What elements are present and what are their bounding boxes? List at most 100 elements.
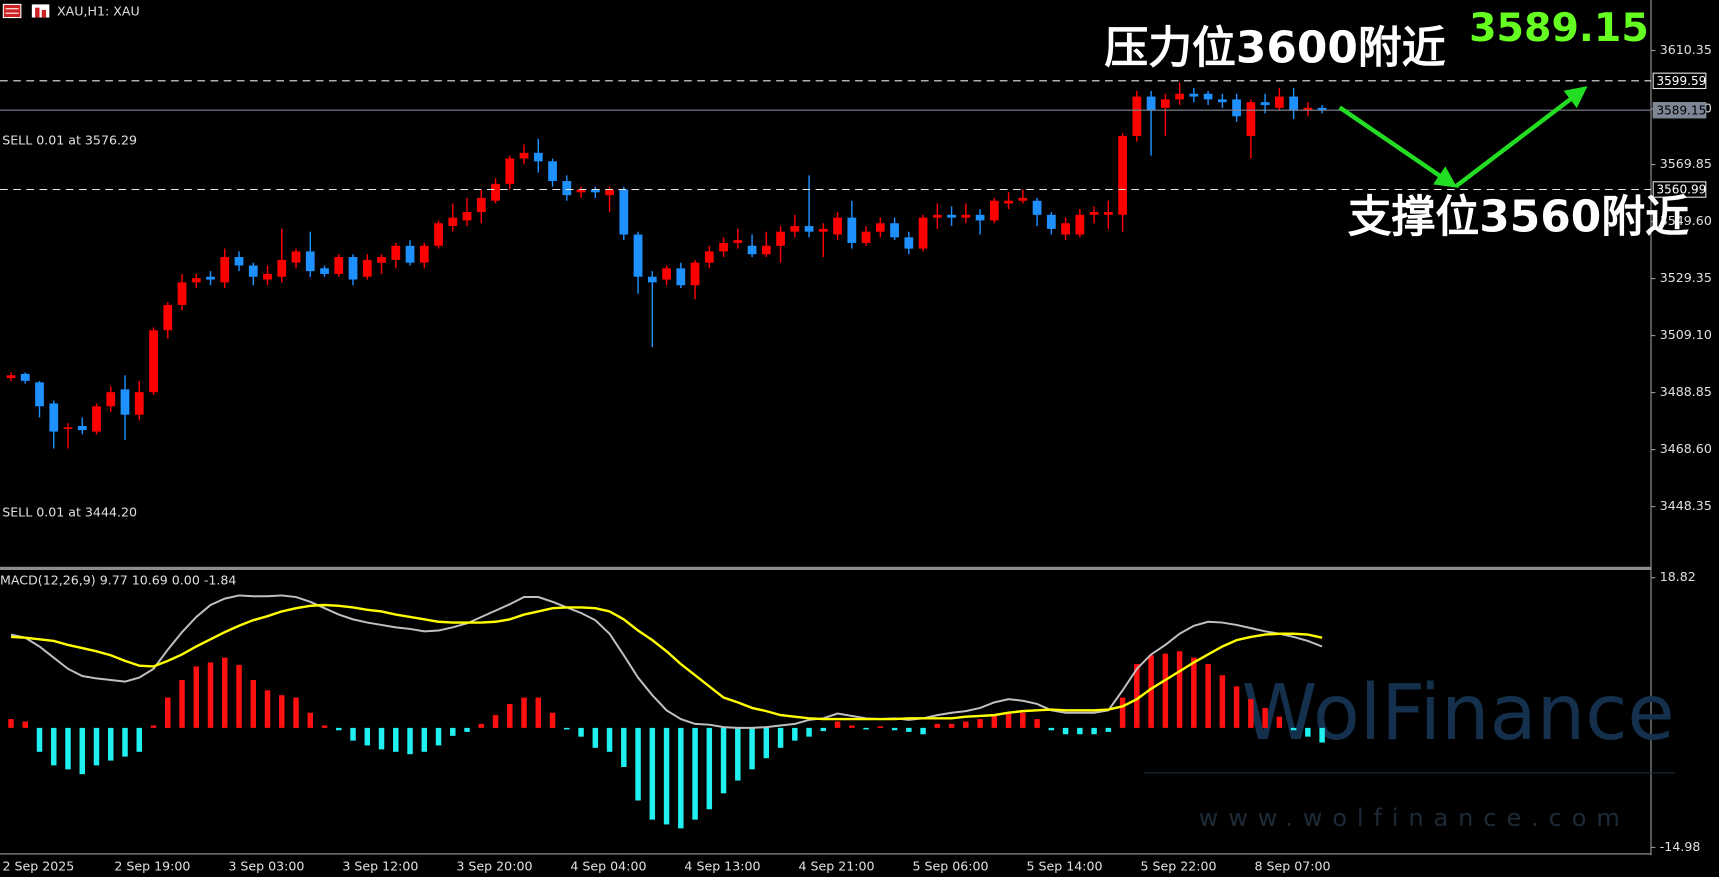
histogram-bar (1262, 707, 1268, 728)
candle-body (448, 217, 458, 227)
candle-body (20, 373, 30, 381)
x-tick-label: 3 Sep 12:00 (342, 859, 418, 874)
y-tick-label: 3488.85 (1660, 384, 1712, 399)
histogram-bar (1091, 727, 1097, 735)
candle-body (1046, 214, 1056, 229)
histogram-bar (934, 723, 941, 728)
candle-body (1103, 211, 1113, 215)
histogram-bar (464, 727, 470, 732)
candle-body (1118, 135, 1127, 215)
x-tick-label: 4 Sep 21:00 (798, 859, 874, 874)
histogram-bar (806, 727, 812, 737)
histogram-bar (849, 725, 855, 728)
candle-body (576, 189, 586, 193)
x-tick-label: 4 Sep 04:00 (570, 859, 646, 874)
histogram-bar (863, 727, 869, 730)
candle-body (918, 217, 928, 249)
candle-body (6, 375, 16, 379)
histogram-bar (549, 712, 556, 728)
candle-body (847, 217, 857, 243)
histogram-bar (535, 697, 542, 728)
candle-body (1246, 102, 1256, 136)
histogram-bar (749, 727, 755, 770)
macd-line (10, 594, 1323, 729)
histogram-bar (393, 727, 399, 752)
histogram-bar (963, 721, 969, 728)
histogram-bar (1233, 686, 1240, 728)
histogram-bar (1020, 712, 1026, 728)
x-tick-label: 2 Sep 19:00 (114, 859, 190, 874)
candle-body (234, 257, 244, 266)
histogram-bar (1048, 727, 1055, 731)
candle-body (1089, 211, 1099, 215)
candle-body (491, 183, 500, 201)
histogram-bar (763, 727, 770, 759)
candle-body (63, 427, 73, 430)
candle-body (1203, 93, 1213, 100)
histogram-bar (834, 721, 841, 728)
price-line-box (1652, 101, 1707, 119)
histogram-bar (692, 727, 698, 820)
histogram-bar (1276, 716, 1283, 728)
y-tick-label: 3610.35 (1660, 42, 1712, 57)
histogram-bar (521, 697, 527, 728)
candle-body (220, 257, 230, 283)
candle-body (776, 231, 785, 246)
candle-body (191, 278, 201, 283)
candle-body (1061, 223, 1070, 235)
histogram-bar (606, 727, 613, 752)
candle-body (1160, 99, 1170, 108)
histogram-bar (407, 727, 413, 755)
candle-body (676, 268, 686, 286)
order-label: SELL 0.01 at 3576.29 (2, 132, 137, 147)
annotation: 支撑位3560附近 (1348, 191, 1689, 242)
histogram-bar (207, 662, 214, 728)
candle-body (77, 425, 87, 431)
price-line-label: 3589.15 (1656, 103, 1706, 117)
histogram-bar (564, 727, 570, 730)
histogram-bar (250, 680, 257, 728)
histogram-bar (165, 697, 171, 728)
histogram-bar (1034, 719, 1040, 728)
histogram-bar (635, 727, 641, 801)
histogram-bar (1205, 664, 1211, 728)
histogram-bar (364, 727, 371, 746)
histogram-bar (222, 657, 228, 728)
histogram-bar (891, 727, 898, 731)
histogram-bar (507, 703, 513, 728)
histogram-bar (36, 727, 43, 752)
candle-body (875, 223, 885, 232)
candle-body (277, 259, 287, 277)
candle-body (1303, 107, 1313, 111)
histogram-bar (150, 725, 157, 728)
candle-body (1175, 93, 1184, 100)
histogram-bar (8, 719, 14, 728)
candle-body (462, 211, 472, 221)
candle-body (761, 245, 771, 255)
candle-body (348, 257, 358, 280)
histogram-bar (706, 727, 713, 810)
histogram-bar (1119, 697, 1126, 728)
candle-body (405, 245, 415, 263)
histogram-bar (22, 721, 28, 728)
histogram-bar (1176, 651, 1183, 728)
x-tick-label: 2 Sep 2025 (3, 859, 75, 874)
histogram-bar (136, 727, 143, 752)
candle-body (1004, 200, 1013, 204)
order-label: SELL 0.01 at 3444.20 (2, 504, 137, 519)
candle-body (134, 392, 144, 415)
histogram-bar (578, 727, 584, 737)
histogram-bar (1319, 727, 1325, 743)
candle-body (1232, 99, 1241, 117)
histogram-bar (279, 695, 285, 728)
candle-body (605, 189, 614, 196)
candle-body (1018, 197, 1028, 201)
header-icons (2, 3, 50, 19)
histogram-bar (977, 719, 983, 728)
candle-body (647, 276, 657, 283)
candle-body (248, 265, 258, 277)
watermark-brand: WolFinance (1241, 669, 1674, 758)
histogram-bar (450, 727, 456, 736)
candle-body (206, 276, 215, 280)
